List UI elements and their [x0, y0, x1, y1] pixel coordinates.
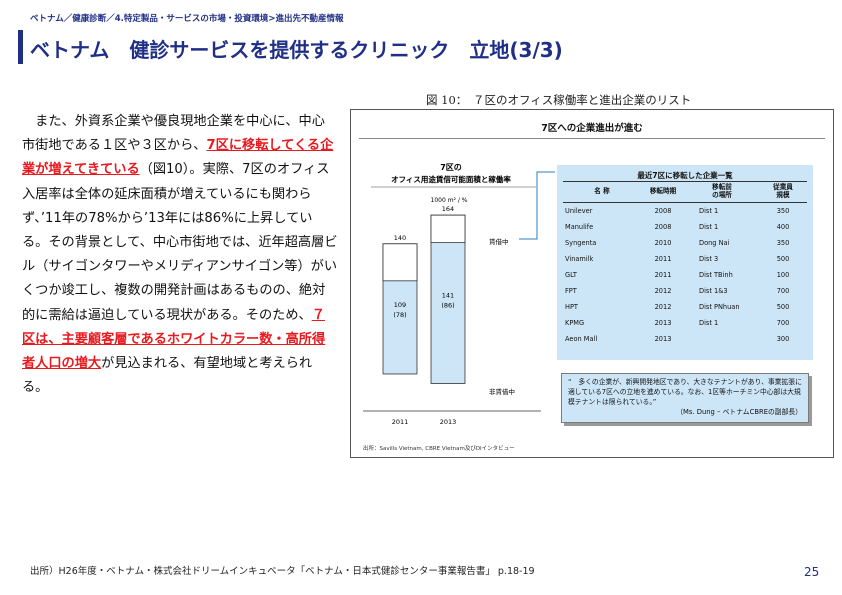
office-occupancy-chart: 7区の オフィス用途賃借可能面積と稼働率 1000 m² / % 140 164… — [363, 163, 555, 426]
page-title: ベトナム 健診サービスを提供するクリニック 立地(3/3) — [30, 38, 563, 62]
table-row: KPMG 2013 Dist 1 700 — [563, 315, 807, 331]
bar-2011-total-label: 140 — [394, 234, 406, 242]
highlight-target-market: ７区は、主要顧客層であるホワイトカラー数・高所得者人口の増大 — [22, 307, 326, 372]
cell-name: Vinamilk — [565, 255, 594, 263]
col-header-previous-location: 移転前 の場所 — [685, 181, 759, 203]
table-row: GLT 2011 Dist TBinh 100 — [563, 267, 807, 283]
table-row: Aeon Mall 2013 300 — [563, 331, 807, 347]
cell-previous-location: Dist 1 — [699, 223, 719, 231]
body-text: また、外資系企業や優良現地企業を中心に、中心市街地である１区や３区から、7区に移… — [22, 110, 338, 400]
cell-employees: 300 — [776, 335, 790, 343]
cell-name: Aeon Mall — [565, 335, 598, 343]
cell-previous-location: Dong Nai — [699, 239, 730, 247]
cell-name: Unilever — [565, 207, 593, 215]
chart-title-line2: オフィス用途賃借可能面積と稼働率 — [391, 174, 511, 184]
highlight-relocation: 7区に移転してくる企業が増えてきている — [22, 138, 334, 178]
relocated-companies-table-panel: 最近7区に移転した企業一覧 名 称 移転時期 移転前 の場所 従業員 規模 Un… — [557, 165, 813, 360]
cell-year: 2008 — [654, 223, 672, 231]
cell-employees: 700 — [776, 319, 790, 327]
quote-attribution: （Ms. Dung – ベトナムCBREの副部長） — [676, 408, 802, 416]
cell-name: Manulife — [565, 223, 594, 231]
page-number: 25 — [804, 565, 820, 579]
cell-previous-location: Dist 3 — [699, 255, 719, 263]
body-text-part-2: （図10）。実際、7区のオフィス入居率は全体の延床面積が増えているにも関わらず、… — [22, 162, 338, 323]
cell-employees: 500 — [776, 255, 790, 263]
table-connector-line — [519, 171, 555, 240]
cell-name: Syngenta — [565, 239, 597, 247]
cell-previous-location: Dist 1&3 — [699, 287, 728, 295]
cell-year: 2012 — [654, 287, 672, 295]
table-row: HPT 2012 Dist PNhuan 500 — [563, 299, 807, 315]
cell-year: 2011 — [654, 271, 672, 279]
col-header-year: 移転時期 — [641, 181, 685, 203]
col-header-employees: 従業員 規模 — [759, 181, 807, 203]
bar-2013-occupancy-label: (86) — [441, 301, 454, 309]
figure-heading: 7区への企業進出が進む — [541, 123, 643, 134]
bar-2013-total-label: 164 — [442, 205, 454, 213]
quote-text: “ 多くの企業が、新興開発地区であり、大きなテナントがあり、事業拡張に適している… — [568, 378, 802, 406]
cell-year: 2012 — [654, 303, 672, 311]
title-accent-bar — [18, 30, 23, 64]
bar-2013-leased-label: 141 — [442, 291, 454, 299]
bar-2013-leased — [430, 214, 466, 384]
figure-heading-rule — [359, 138, 825, 139]
figure-panel: 7区への企業進出が進む 7区の オフィス用途賃借可能面積と稼働率 1000 m²… — [350, 109, 834, 458]
bar-2011-leased-label: 109 — [394, 301, 406, 309]
cell-year: 2013 — [654, 319, 672, 327]
cell-previous-location: Dist 1 — [699, 207, 719, 215]
table-row: Syngenta 2010 Dong Nai 350 — [563, 235, 807, 251]
x-tick-2013: 2013 — [440, 418, 457, 426]
x-tick-2011: 2011 — [392, 418, 409, 426]
cell-year: 2008 — [654, 207, 672, 215]
cell-name: FPT — [565, 287, 577, 295]
cell-year: 2013 — [654, 335, 672, 343]
table-row: Vinamilk 2011 Dist 3 500 — [563, 251, 807, 267]
bar-2011-vacant — [382, 243, 418, 282]
cell-name: GLT — [565, 271, 577, 279]
cell-employees: 400 — [776, 223, 790, 231]
cell-employees: 700 — [776, 287, 790, 295]
body-text-part-1: また、外資系企業や優良現地企業を中心に、中心市街地である１区や３区から、 — [22, 114, 325, 154]
legend-leased: 賃借中 — [489, 237, 509, 246]
figure-caption: 図 10： ７区のオフィス稼働率と進出企業のリスト — [426, 93, 692, 107]
cell-previous-location: Dist TBinh — [699, 271, 733, 279]
footer-source: 出所）H26年度・ベトナム・株式会社ドリームインキュベータ「ベトナム・日本式健診… — [30, 566, 535, 577]
chart-unit-label: 1000 m² / % — [431, 197, 468, 204]
chart-title-line1: 7区の — [440, 163, 462, 172]
col-header-name: 名 称 — [563, 181, 641, 203]
cell-year: 2010 — [654, 239, 672, 247]
table-row: Unilever 2008 Dist 1 350 — [563, 203, 807, 220]
cell-previous-location — [685, 331, 759, 347]
cell-previous-location: Dist 1 — [699, 319, 719, 327]
cell-name: HPT — [565, 303, 578, 311]
table-title: 最近7区に移転した企業一覧 — [637, 171, 733, 180]
cell-year: 2011 — [654, 255, 672, 263]
legend-vacant: 非賃借中 — [489, 387, 515, 396]
cell-employees: 100 — [776, 271, 790, 279]
figure-source: 出所：Savills Vietnam, CBRE Vietnam及びDIインタビ… — [363, 446, 515, 452]
table-row: FPT 2012 Dist 1&3 700 — [563, 283, 807, 299]
interview-quote-box: “ 多くの企業が、新興開発地区であり、大きなテナントがあり、事業拡張に適している… — [561, 373, 809, 423]
cell-name: KPMG — [565, 319, 585, 327]
cell-employees: 500 — [776, 303, 790, 311]
relocated-companies-table: 名 称 移転時期 移転前 の場所 従業員 規模 Unilever 2008 Dist… — [563, 181, 807, 347]
table-row: Manulife 2008 Dist 1 400 — [563, 219, 807, 235]
cell-previous-location: Dist PNhuan — [699, 303, 740, 311]
cell-employees: 350 — [776, 239, 790, 247]
table-header-row: 名 称 移転時期 移転前 の場所 従業員 規模 — [563, 181, 807, 203]
bar-2011-occupancy-label: (78) — [393, 311, 406, 319]
bar-2013-vacant — [430, 214, 466, 244]
body-text-part-3: が見込まれる、有望地域と考えられる。 — [22, 356, 313, 396]
breadcrumb: ベトナム／健康診断／4.特定製品・サービスの市場・投資環境>進出先不動産情報 — [30, 14, 344, 24]
cell-employees: 350 — [776, 207, 790, 215]
